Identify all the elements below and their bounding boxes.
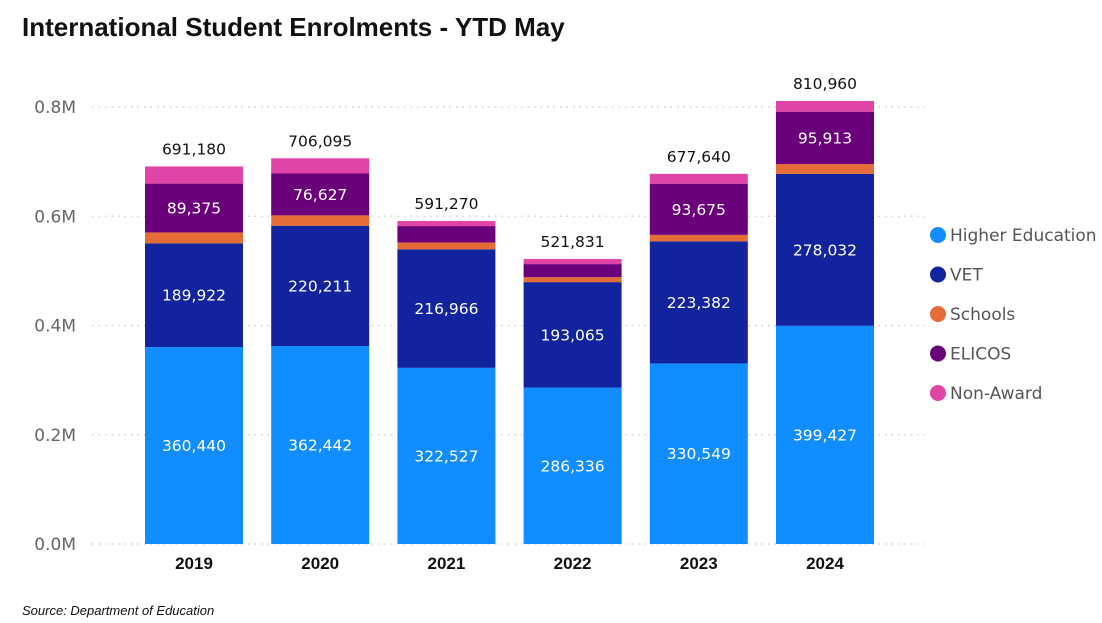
gridlines: [92, 106, 925, 545]
total-label: 591,270: [414, 195, 478, 213]
bar-segment-vet: [397, 249, 496, 368]
bar-segment-non-award: [649, 173, 748, 184]
y-tick-label: 0.2M: [34, 426, 76, 446]
segment-label: 193,065: [541, 326, 605, 344]
legend-swatch: [930, 227, 946, 243]
segment-label: 330,549: [667, 445, 731, 463]
segment-label: 76,627: [293, 186, 347, 204]
legend-label: Schools: [950, 305, 1015, 325]
bar-segment-schools: [397, 242, 496, 250]
bars: [145, 101, 874, 544]
bar-segment-schools: [649, 234, 748, 242]
x-tick-label: 2020: [301, 554, 339, 573]
bar-segment-elicos: [776, 111, 874, 165]
bar-segment-elicos: [271, 173, 370, 216]
bar-segment-elicos: [145, 183, 243, 233]
legend-swatch: [930, 385, 946, 401]
legend-label: Higher Education: [950, 226, 1097, 246]
legend-swatch: [930, 266, 946, 283]
bar-segment-non-award: [776, 101, 874, 112]
bar-segment-schools: [523, 277, 622, 283]
y-tick-label: 0.4M: [34, 317, 76, 337]
bar-segment-vet: [145, 243, 243, 348]
bar-segment-vet: [523, 282, 622, 388]
y-tick-label: 0.6M: [34, 207, 76, 227]
y-axis: 0.0M 0.2M 0.4M 0.6M 0.8M: [34, 98, 76, 555]
legend-label: ELICOS: [950, 345, 1011, 365]
bar-segment-higher-education: [271, 346, 370, 544]
bar-segment-schools: [145, 232, 243, 244]
stacked-bar-chart: 0.0M 0.2M 0.4M 0.6M 0.8M 360,440 189,922 89,37…: [34, 75, 1097, 573]
bar-segment-elicos: [397, 226, 496, 243]
bar-segment-non-award: [397, 221, 496, 227]
segment-label: 278,032: [793, 241, 857, 259]
x-axis: 2019 2020 2021 2022 2023 2024: [175, 554, 844, 573]
legend-label: Non-Award: [950, 384, 1042, 404]
bar-segment-non-award: [271, 158, 370, 174]
total-label: 521,831: [541, 233, 605, 251]
segment-label: 286,336: [541, 457, 605, 475]
segment-label: 399,427: [793, 426, 857, 444]
x-tick-label: 2024: [806, 554, 844, 573]
segment-label: 322,527: [414, 447, 478, 465]
bar-segment-elicos: [523, 264, 622, 278]
legend-label: VET: [950, 266, 983, 286]
x-tick-label: 2021: [427, 554, 465, 573]
segment-label: 220,211: [288, 277, 352, 295]
bar-segment-non-award: [523, 258, 622, 265]
chart-title: International Student Enrolments - YTD M…: [22, 12, 565, 42]
segment-label: 93,675: [672, 201, 726, 219]
bar-segment-schools: [271, 215, 370, 226]
bar-segment-vet: [776, 173, 874, 326]
bar-segment-vet: [271, 225, 370, 347]
legend-swatch: [930, 345, 946, 362]
total-label: 691,180: [162, 140, 226, 158]
bar-segment-elicos: [649, 183, 748, 235]
segment-label: 216,966: [414, 300, 478, 318]
legend-swatch: [930, 306, 946, 322]
x-tick-label: 2023: [680, 554, 718, 573]
total-label: 677,640: [667, 148, 731, 166]
segment-label: 95,913: [798, 129, 852, 147]
segment-label: 223,382: [667, 294, 731, 312]
total-label: 706,095: [288, 132, 352, 150]
bar-segment-non-award: [145, 166, 243, 184]
x-tick-label: 2019: [175, 554, 213, 573]
segment-label: 360,440: [162, 437, 226, 455]
bar-segment-higher-education: [776, 325, 874, 544]
total-label: 810,960: [793, 75, 857, 93]
bar-segment-higher-education: [397, 367, 496, 544]
y-tick-label: 0.0M: [34, 535, 76, 555]
segment-label: 362,442: [288, 437, 352, 455]
bar-segment-higher-education: [523, 387, 622, 544]
data-labels: 360,440 189,922 89,375 691,180 362,442 220,21…: [162, 75, 857, 475]
bar-segment-vet: [649, 241, 748, 364]
y-tick-label: 0.8M: [34, 98, 76, 118]
x-tick-label: 2022: [554, 554, 592, 573]
segment-label: 189,922: [162, 287, 226, 305]
source-note: Source: Department of Education: [22, 603, 215, 618]
bar-segment-higher-education: [145, 347, 243, 544]
legend: Higher Education VET Schools ELICOS Non-Awar…: [930, 226, 1097, 404]
bar-segment-higher-education: [649, 363, 748, 544]
segment-label: 89,375: [167, 200, 221, 218]
bar-segment-schools: [776, 164, 874, 174]
